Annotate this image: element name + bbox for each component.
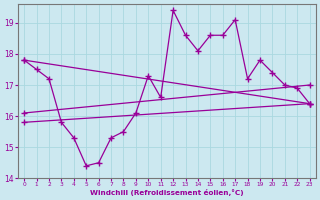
X-axis label: Windchill (Refroidissement éolien,°C): Windchill (Refroidissement éolien,°C) (90, 189, 244, 196)
